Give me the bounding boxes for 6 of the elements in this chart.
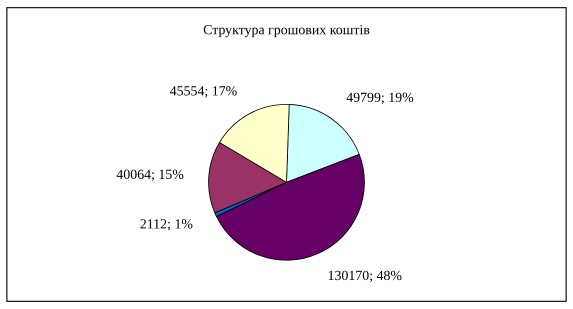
chart-title: Структура грошових коштів	[204, 25, 370, 38]
data-label: 2112; 1%	[140, 219, 192, 231]
data-label: 130170; 48%	[328, 270, 402, 282]
data-label: 49799; 19%	[346, 92, 414, 104]
data-label: 40064; 15%	[116, 170, 184, 181]
data-label: 45554; 17%	[170, 86, 237, 98]
